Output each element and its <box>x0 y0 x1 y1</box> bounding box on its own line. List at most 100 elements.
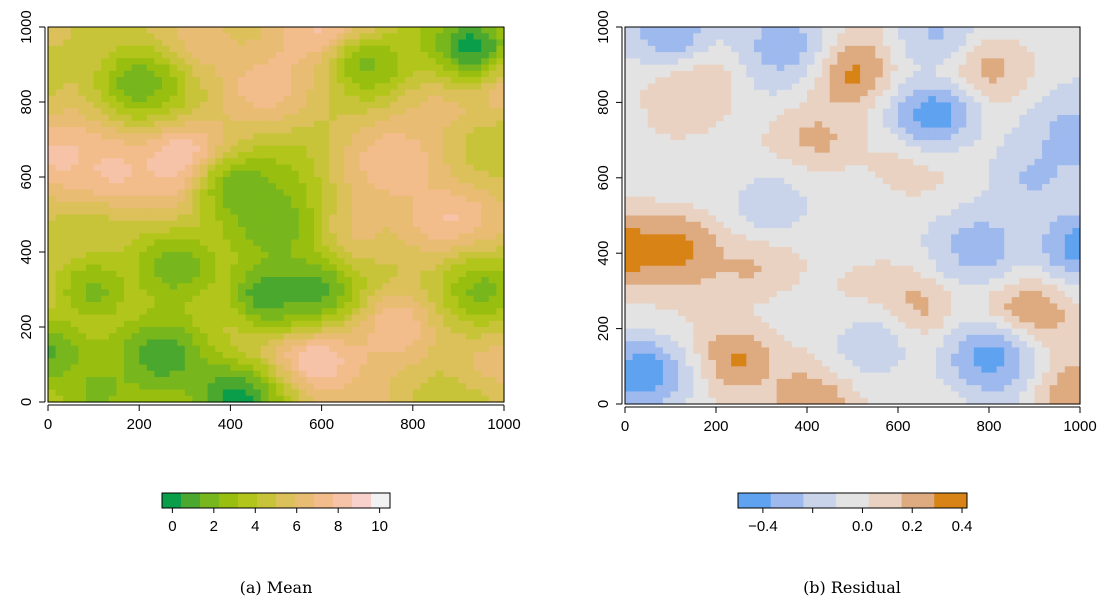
heatmap-cell <box>116 145 125 153</box>
heatmap-cell <box>882 77 892 85</box>
heatmap-cell <box>321 164 330 172</box>
heatmap-cell <box>131 389 140 397</box>
heatmap-cell <box>268 164 277 172</box>
heatmap-cell <box>966 152 975 160</box>
heatmap-cell <box>951 127 960 135</box>
heatmap-cell <box>184 264 193 272</box>
heatmap-cell <box>55 89 64 97</box>
heatmap-cell <box>716 58 725 66</box>
heatmap-cell <box>405 158 414 166</box>
heatmap-cell <box>116 377 125 384</box>
heatmap-cell <box>192 158 201 166</box>
heatmap-cell <box>283 252 292 259</box>
heatmap-cell <box>481 245 490 253</box>
heatmap-cell <box>374 133 383 141</box>
heatmap-cell <box>124 302 133 309</box>
heatmap-cell <box>207 283 216 291</box>
heatmap-cell <box>222 70 231 78</box>
heatmap-cell <box>154 389 163 397</box>
heatmap-cell <box>359 239 368 247</box>
heatmap-cell <box>488 39 497 47</box>
heatmap-cell <box>776 158 785 166</box>
heatmap-cell <box>268 214 277 222</box>
heatmap-cell <box>321 220 330 228</box>
heatmap-cell <box>397 89 406 97</box>
heatmap-cell <box>390 152 399 159</box>
heatmap-cell <box>238 208 247 216</box>
heatmap-cell <box>382 245 391 253</box>
heatmap-cell <box>268 283 277 291</box>
heatmap-cell <box>344 208 353 216</box>
heatmap-cell <box>314 302 323 309</box>
heatmap-cell <box>1011 39 1020 47</box>
heatmap-cell <box>169 345 178 353</box>
heatmap-cell <box>336 133 345 141</box>
heatmap-cell <box>716 133 725 141</box>
heatmap-cell <box>101 120 110 128</box>
heatmap-cell <box>428 127 437 134</box>
heatmap-cell <box>898 158 907 166</box>
colorbar-swatch <box>257 493 277 508</box>
heatmap-cell <box>352 195 361 203</box>
heatmap-cell <box>260 220 269 228</box>
heatmap-cell <box>260 27 269 34</box>
heatmap-cell <box>882 158 892 166</box>
heatmap-cell <box>352 352 361 359</box>
heatmap-cell <box>108 170 117 178</box>
heatmap-cell <box>245 327 254 334</box>
heatmap-cell <box>238 152 247 159</box>
heatmap-cell <box>837 33 846 41</box>
heatmap-cell <box>420 52 429 59</box>
heatmap-cell <box>1072 52 1081 60</box>
heatmap-cell <box>139 264 148 272</box>
heatmap-cell <box>78 283 87 291</box>
heatmap-cell <box>420 108 429 116</box>
heatmap-cell <box>146 339 155 347</box>
heatmap-cell <box>875 158 884 166</box>
heatmap-cell <box>951 64 960 72</box>
heatmap-cell <box>708 114 717 122</box>
heatmap-cell <box>799 89 808 97</box>
heatmap-cell <box>116 239 125 247</box>
heatmap-cell <box>283 108 292 116</box>
heatmap-cell <box>943 64 952 72</box>
heatmap-cell <box>253 283 262 291</box>
heatmap-cell <box>405 145 414 153</box>
heatmap-cell <box>875 70 884 78</box>
heatmap-cell <box>359 195 368 203</box>
heatmap-cell <box>716 152 725 160</box>
heatmap-cell <box>746 96 755 103</box>
heatmap-cell <box>405 189 414 197</box>
heatmap-cell <box>1034 114 1043 122</box>
heatmap-cell <box>670 158 679 166</box>
heatmap-cell <box>693 146 702 154</box>
heatmap-cell <box>344 164 353 172</box>
heatmap-cell <box>222 164 231 172</box>
heatmap-cell <box>276 252 285 259</box>
heatmap-cell <box>405 395 414 403</box>
heatmap-cell <box>443 277 452 284</box>
heatmap-cell <box>920 114 929 122</box>
heatmap-cell <box>230 77 239 84</box>
heatmap-cell <box>63 327 72 334</box>
heatmap-cell <box>215 189 224 197</box>
heatmap-cell <box>860 70 869 78</box>
heatmap-cell <box>822 152 831 160</box>
heatmap-cell <box>329 333 338 341</box>
heatmap-cell <box>382 170 391 178</box>
mean-plot-frame <box>47 26 505 403</box>
heatmap-cell <box>314 133 323 141</box>
heatmap-cell <box>685 70 694 78</box>
heatmap-cell <box>55 152 64 159</box>
heatmap-cell <box>169 308 178 316</box>
heatmap-cell <box>776 121 785 129</box>
heatmap-cell <box>101 352 110 359</box>
heatmap-cell <box>321 58 330 66</box>
heatmap-cell <box>397 283 406 291</box>
heatmap-cell <box>359 333 368 341</box>
heatmap-cell <box>473 245 482 253</box>
heatmap-cell <box>116 352 125 359</box>
heatmap-cell <box>177 377 186 384</box>
heatmap-cell <box>466 170 475 178</box>
heatmap-cell <box>55 64 64 72</box>
